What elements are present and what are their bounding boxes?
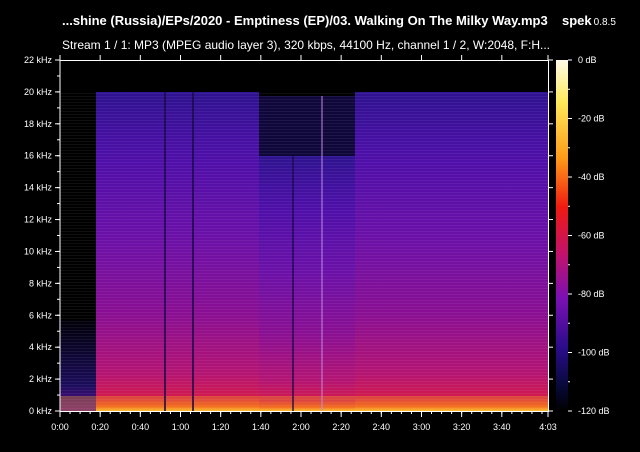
time-label: 0:00	[51, 422, 69, 432]
time-label: 1:40	[252, 422, 270, 432]
transient-line	[164, 92, 166, 411]
time-label: 4:03	[539, 422, 557, 432]
time-label: 3:20	[453, 422, 471, 432]
transient-line	[321, 96, 323, 411]
db-scale-axis: 0 dB -20 dB -40 dB -60 dB -80 dB -100 dB -120 …	[568, 55, 610, 416]
time-label: 3:40	[493, 422, 511, 432]
time-label: 1:00	[172, 422, 190, 432]
freq-label: 2 kHz	[29, 374, 53, 384]
db-label: -60 dB	[578, 231, 605, 241]
time-label: 2:20	[332, 422, 350, 432]
texture-overlay	[60, 92, 548, 411]
time-axis: 0:00 0:20 0:40 1:00 1:20 1:40 2:00 2:20 2:40 3:00…	[51, 55, 557, 432]
freq-label: 16 kHz	[24, 151, 53, 161]
time-label: 3:00	[413, 422, 431, 432]
time-label: 2:40	[373, 422, 391, 432]
db-label: -40 dB	[578, 172, 605, 182]
freq-label: 14 kHz	[24, 183, 53, 193]
freq-label: 12 kHz	[24, 215, 53, 225]
freq-label: 8 kHz	[29, 278, 53, 288]
transient-line	[192, 92, 194, 411]
freq-label: 6 kHz	[29, 310, 53, 320]
app-version: 0.8.5	[593, 17, 616, 28]
axes-frame	[59, 60, 549, 412]
time-label: 1:20	[212, 422, 230, 432]
freq-label: 20 kHz	[24, 87, 53, 97]
stream-info: Stream 1 / 1: MP3 (MPEG audio layer 3), …	[62, 38, 551, 52]
db-label: -20 dB	[578, 114, 605, 124]
time-label: 0:20	[91, 422, 109, 432]
freq-label: 4 kHz	[29, 342, 53, 352]
db-label: -100 dB	[578, 348, 610, 358]
freq-label: 10 kHz	[24, 246, 53, 256]
db-scale-bar	[556, 60, 568, 411]
db-label: 0 dB	[578, 55, 597, 65]
app-name: spek 0.8.5	[562, 13, 616, 28]
time-label: 2:00	[292, 422, 310, 432]
time-label: 0:40	[132, 422, 150, 432]
transient-line	[292, 156, 294, 411]
app-name-text: spek	[562, 13, 592, 28]
freq-label: 22 kHz	[24, 55, 53, 65]
bass-band	[60, 396, 548, 411]
file-title: ...shine (Russia)/EPs/2020 - Emptiness (…	[62, 13, 548, 28]
db-label: -80 dB	[578, 289, 605, 299]
freq-label: 18 kHz	[24, 119, 53, 129]
frequency-axis: 0 kHz 2 kHz 4 kHz 6 kHz 8 kHz 10 kHz 12 kHz 14 …	[24, 55, 553, 416]
freq-label: 0 kHz	[29, 406, 53, 416]
db-label: -120 dB	[578, 406, 610, 416]
spectrogram-plot	[60, 60, 548, 411]
